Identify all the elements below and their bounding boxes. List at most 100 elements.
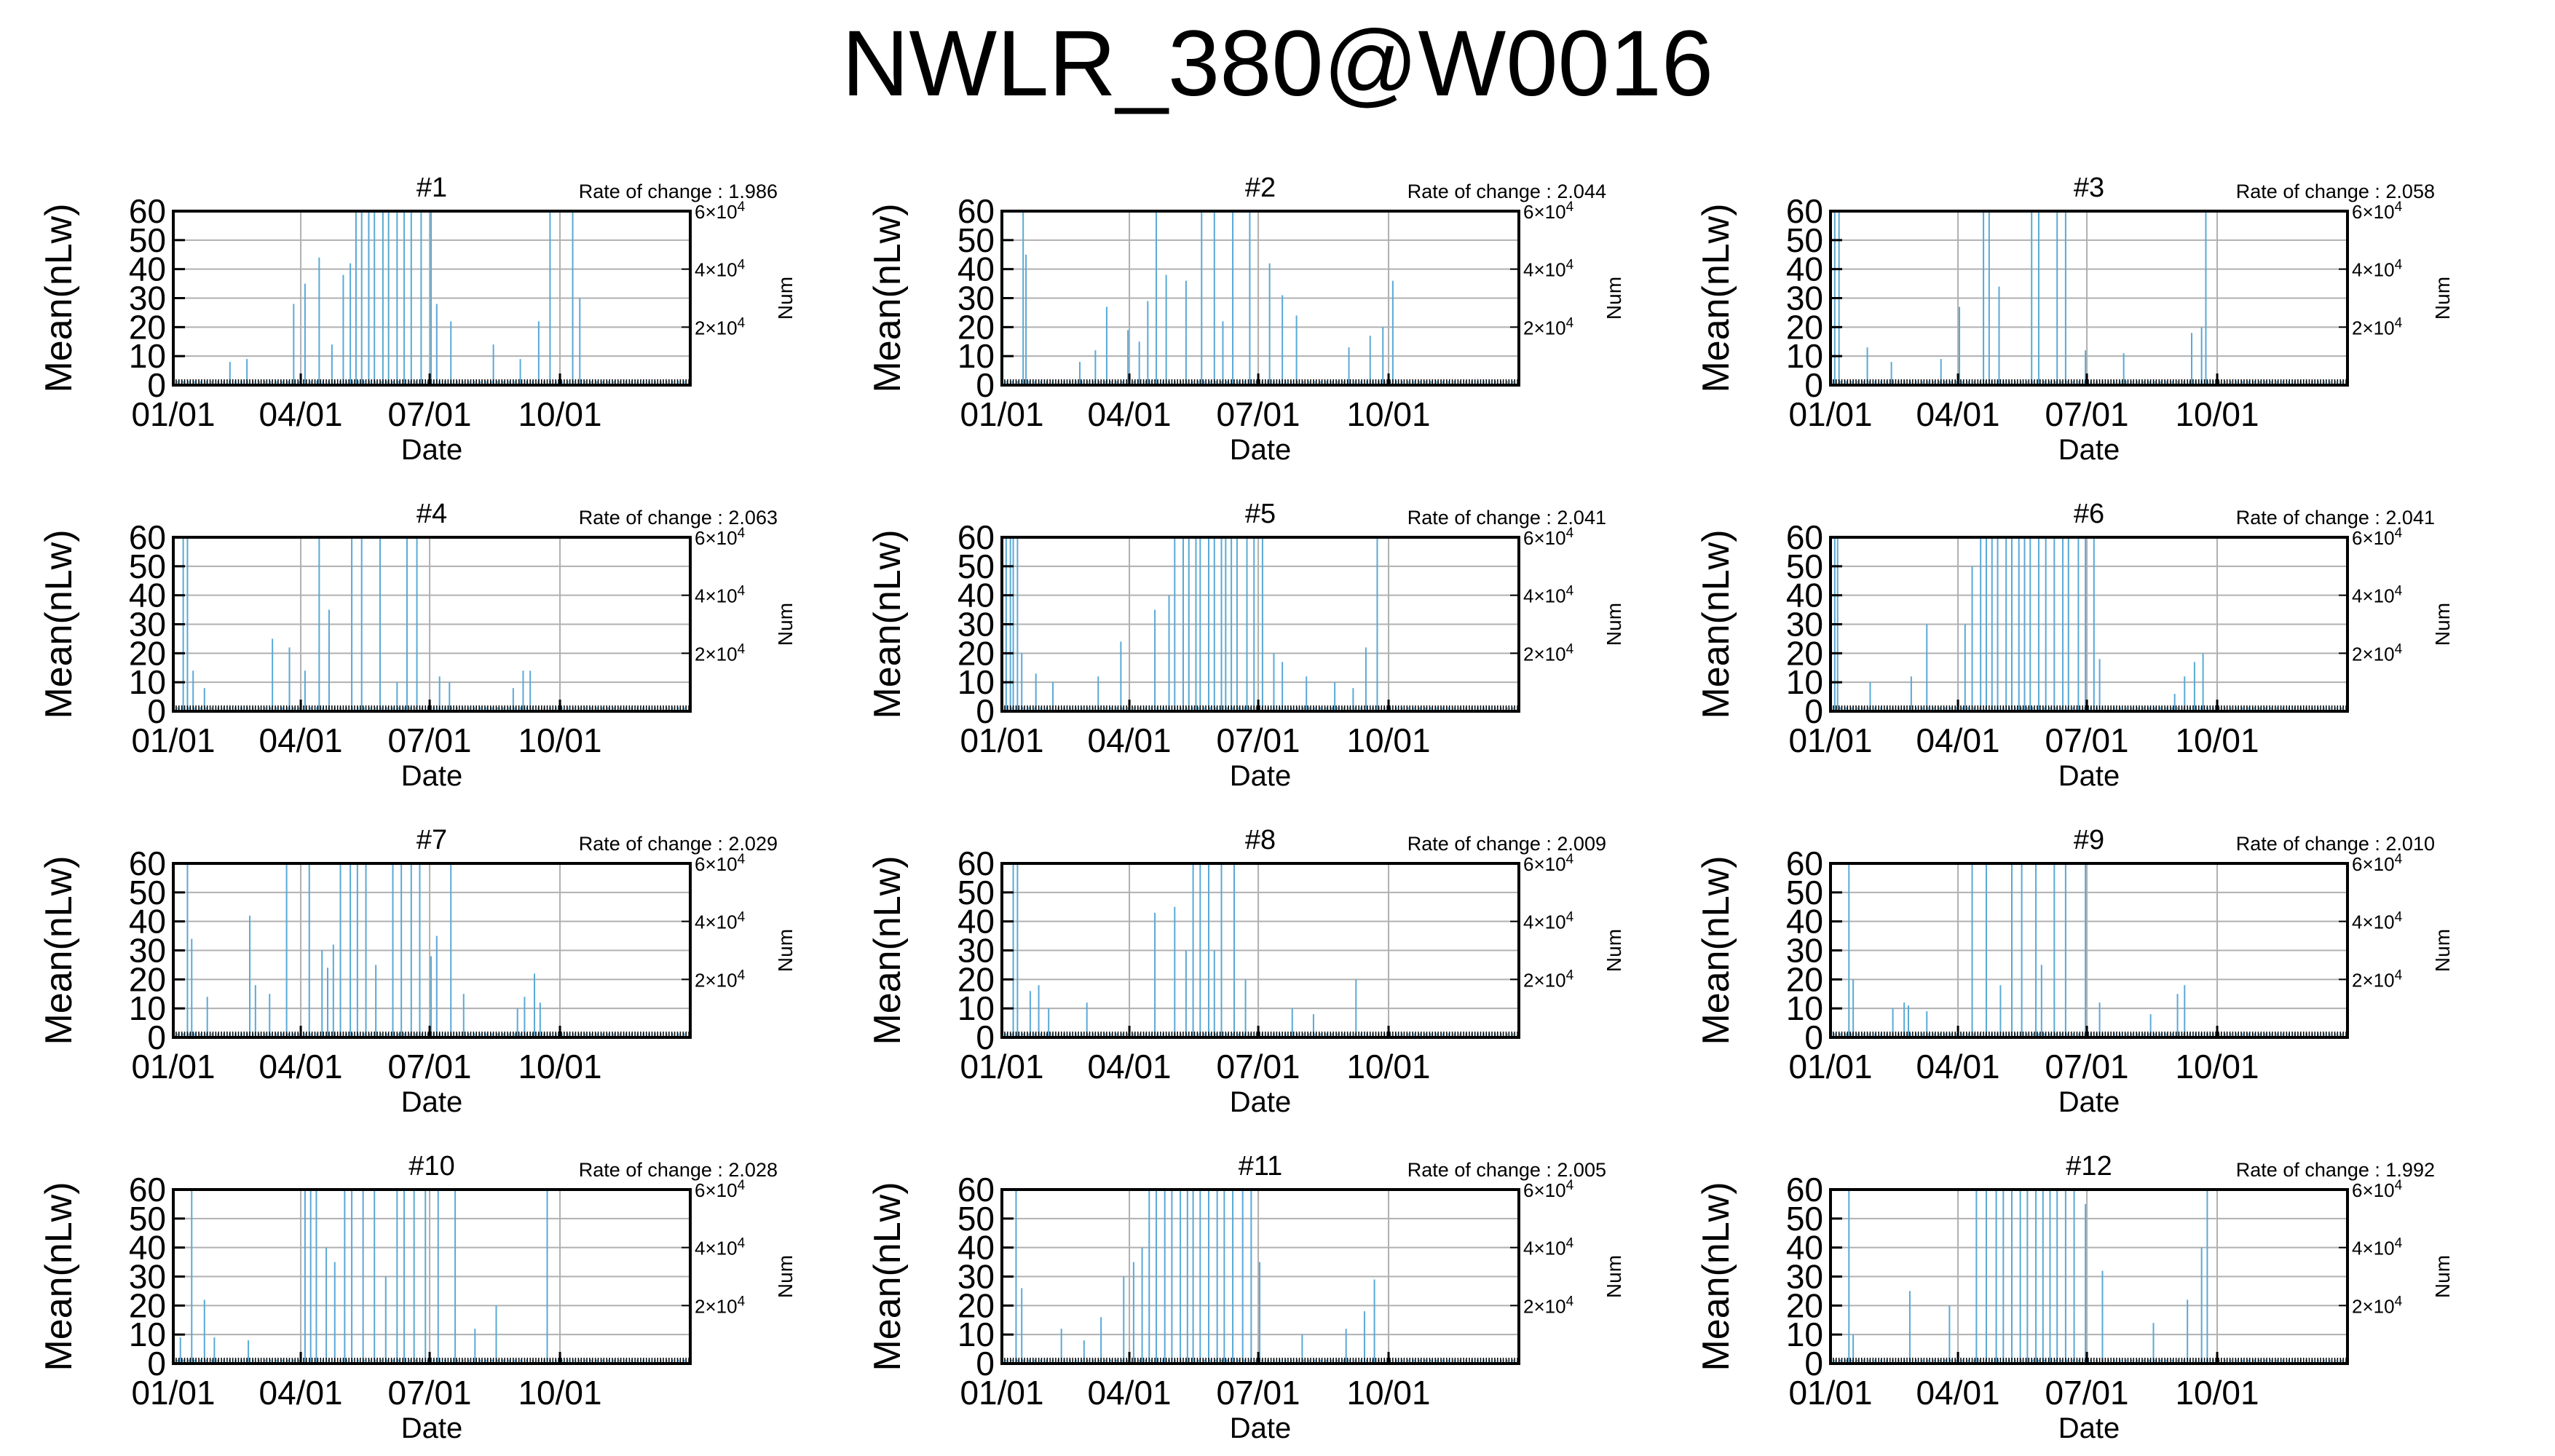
x-tick-label: 01/01	[960, 1374, 1043, 1412]
x-axis-label: Date	[2058, 434, 2120, 466]
y2-tick-label: 2×104	[2352, 1294, 2403, 1317]
y2-axis-label: Num	[2431, 929, 2454, 972]
y-tick-label: 30	[957, 280, 995, 317]
y-tick-label: 20	[129, 634, 166, 672]
y-tick-label: 60	[957, 844, 995, 882]
x-tick-label: 10/01	[1346, 1048, 1430, 1085]
y-tick-label: 0	[1804, 692, 1823, 730]
y-tick-label: 10	[129, 1315, 166, 1353]
y-tick-label: 10	[957, 1315, 995, 1353]
y-tick-label: 20	[1786, 960, 1823, 998]
subplot-title: #3	[2074, 173, 2104, 203]
x-tick-label: 10/01	[518, 1374, 601, 1412]
x-tick-label: 07/01	[1217, 1374, 1300, 1412]
y-tick-label: 0	[976, 692, 995, 730]
x-tick-label: 04/01	[259, 721, 343, 759]
y-tick-label: 30	[957, 606, 995, 644]
rate-of-change-label: Rate of change : 2.028	[579, 1159, 778, 1181]
y-tick-label: 10	[1786, 1315, 1823, 1353]
y-tick-label: 50	[1786, 547, 1823, 585]
y2-tick-label: 4×104	[695, 584, 746, 607]
x-axis-label: Date	[1230, 1412, 1292, 1444]
y-tick-label: 60	[129, 518, 166, 556]
x-tick-label: 04/01	[1916, 721, 2000, 759]
y2-axis-label: Num	[774, 603, 797, 646]
x-tick-label: 01/01	[131, 721, 215, 759]
y2-axis-label: Num	[2431, 277, 2454, 320]
x-tick-label: 10/01	[518, 395, 601, 433]
y-tick-label: 30	[957, 932, 995, 970]
subplot-title: #5	[1245, 499, 1276, 529]
x-axis-label: Date	[401, 1412, 463, 1444]
x-tick-label: 10/01	[1346, 1374, 1430, 1412]
x-tick-label: 01/01	[1788, 721, 1872, 759]
y-tick-label: 40	[957, 577, 995, 614]
y2-tick-label: 2×104	[1523, 315, 1574, 339]
y-tick-label: 60	[1786, 192, 1823, 230]
y2-tick-label: 6×104	[2352, 526, 2403, 549]
y-tick-label: 0	[147, 1018, 166, 1056]
y-tick-label: 0	[1804, 1345, 1823, 1382]
y-tick-label: 30	[129, 1258, 166, 1296]
x-axis-label: Date	[401, 760, 463, 792]
x-tick-label: 10/01	[2175, 1048, 2259, 1085]
y-tick-label: 40	[957, 1229, 995, 1267]
y-axis-label: Mean(nLw)	[1695, 855, 1737, 1045]
y2-tick-label: 6×104	[695, 526, 746, 549]
x-tick-label: 10/01	[2175, 721, 2259, 759]
y-axis-label: Mean(nLw)	[866, 1182, 909, 1371]
x-tick-label: 04/01	[1088, 721, 1172, 759]
y-tick-label: 40	[1786, 903, 1823, 941]
y2-axis-label: Num	[1603, 1255, 1625, 1298]
x-tick-label: 07/01	[388, 721, 472, 759]
y-tick-label: 0	[976, 1018, 995, 1056]
y2-tick-label: 6×104	[1523, 852, 1574, 875]
y-axis-label: Mean(nLw)	[38, 529, 80, 719]
x-axis-label: Date	[2058, 1412, 2120, 1444]
x-tick-label: 07/01	[1217, 395, 1300, 433]
x-tick-label: 04/01	[259, 1048, 343, 1085]
y-tick-label: 60	[957, 1171, 995, 1208]
x-tick-label: 07/01	[388, 395, 472, 433]
y2-tick-label: 2×104	[1523, 641, 1574, 665]
x-tick-label: 10/01	[1346, 395, 1430, 433]
y-tick-label: 30	[1786, 606, 1823, 644]
y-tick-label: 30	[957, 1258, 995, 1296]
x-tick-label: 07/01	[388, 1374, 472, 1412]
y-tick-label: 50	[1786, 1200, 1823, 1238]
y2-axis-label: Num	[774, 929, 797, 972]
y-tick-label: 40	[1786, 250, 1823, 288]
x-tick-label: 10/01	[2175, 1374, 2259, 1412]
y-axis-label: Mean(nLw)	[38, 203, 80, 392]
rate-of-change-label: Rate of change : 1.992	[2236, 1159, 2435, 1181]
y2-tick-label: 6×104	[2352, 1178, 2403, 1201]
y2-axis-label: Num	[1603, 929, 1625, 972]
y-tick-label: 50	[957, 874, 995, 911]
y-tick-label: 60	[1786, 844, 1823, 882]
subplot-title: #7	[416, 825, 447, 855]
y2-tick-label: 4×104	[2352, 910, 2403, 933]
y2-tick-label: 4×104	[2352, 258, 2403, 281]
y2-tick-label: 2×104	[2352, 968, 2403, 991]
x-tick-label: 04/01	[1088, 1048, 1172, 1085]
x-axis-label: Date	[1230, 760, 1292, 792]
y2-tick-label: 4×104	[1523, 584, 1574, 607]
subplot-title: #1	[416, 173, 447, 203]
x-tick-label: 07/01	[1217, 721, 1300, 759]
x-axis-label: Date	[2058, 1086, 2120, 1118]
x-tick-label: 04/01	[259, 1374, 343, 1412]
x-tick-label: 04/01	[1916, 395, 2000, 433]
y-tick-label: 20	[957, 308, 995, 346]
y2-tick-label: 6×104	[695, 199, 746, 223]
y-tick-label: 40	[1786, 1229, 1823, 1267]
y-axis-label: Mean(nLw)	[1695, 1182, 1737, 1371]
x-tick-label: 01/01	[960, 1048, 1043, 1085]
y-tick-label: 50	[957, 1200, 995, 1238]
y-tick-label: 50	[129, 547, 166, 585]
y2-tick-label: 6×104	[1523, 1178, 1574, 1201]
